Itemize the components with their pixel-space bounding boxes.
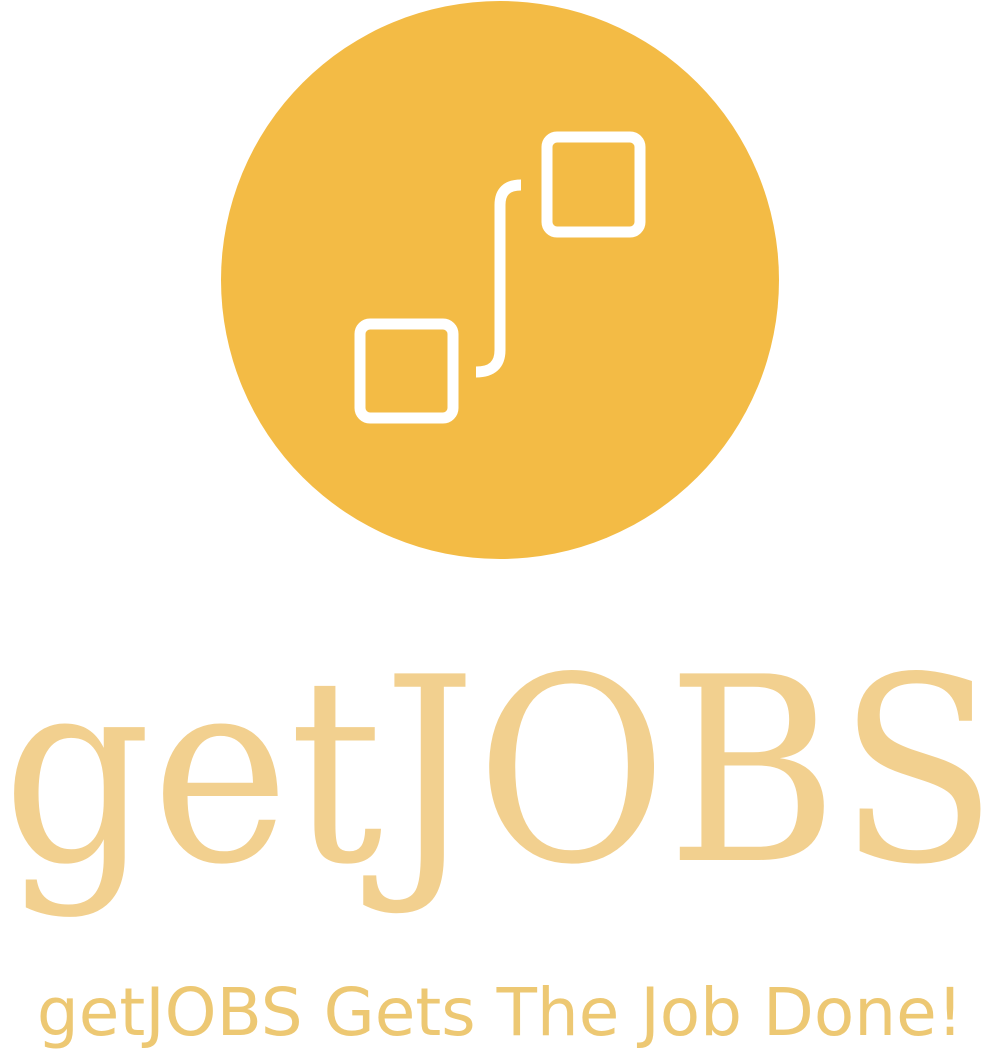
wordmark: getJOBS — [3, 640, 998, 921]
wordmark-text: getJOBS — [3, 640, 998, 921]
upper-square — [541, 131, 646, 238]
connector-line — [475, 179, 522, 378]
connected-squares-icon — [354, 131, 646, 424]
lower-square — [354, 318, 459, 424]
logo-circle-icon — [221, 1, 779, 559]
tagline: getJOBS Gets The Job Done! — [36, 974, 964, 1051]
